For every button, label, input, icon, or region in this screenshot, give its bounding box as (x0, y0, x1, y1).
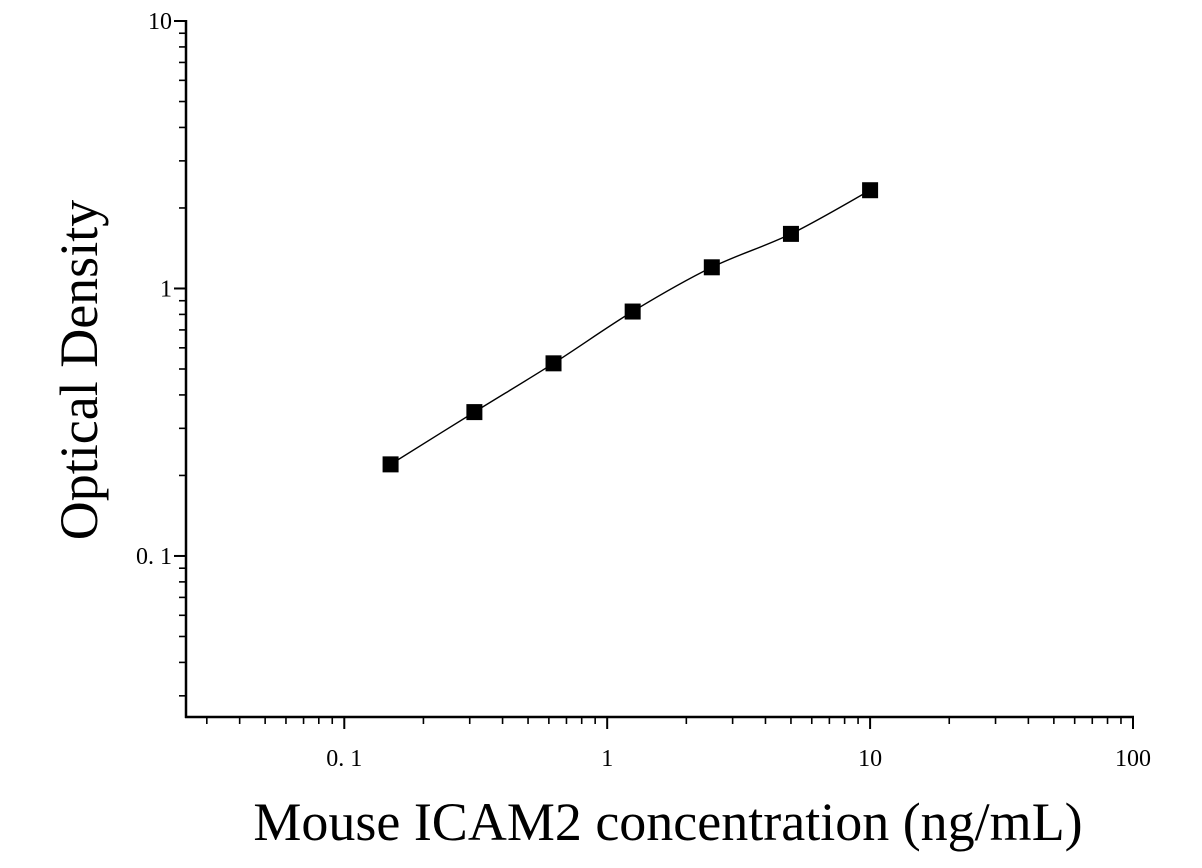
axes (184, 20, 1134, 719)
data-point (466, 404, 483, 421)
y-axis-title: Optical Density (49, 200, 109, 540)
y-tick-label: 0. 1 (136, 544, 172, 570)
x-axis-title: Mouse ICAM2 concentration (ng/mL) (253, 792, 1082, 852)
data-point (545, 355, 562, 372)
data-point (862, 182, 879, 199)
data-points (382, 182, 879, 473)
x-tick-label: 100 (1115, 746, 1151, 772)
data-point (703, 259, 720, 276)
axis-ticks (174, 20, 1134, 729)
x-tick-label: 0. 1 (326, 746, 362, 772)
y-tick-label: 10 (148, 9, 172, 35)
data-point (382, 456, 399, 473)
x-tick-label: 1 (601, 746, 613, 772)
y-tick-label: 1 (160, 276, 172, 302)
x-tick-label: 10 (858, 746, 882, 772)
tick-labels: 0. 1 1 10 100 0. 1 1 10 (136, 9, 1151, 772)
data-point (782, 225, 799, 242)
data-point (624, 303, 641, 320)
